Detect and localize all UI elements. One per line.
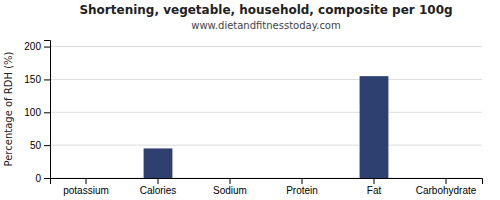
subtitle: www.dietandfitnesstoday.com xyxy=(191,20,340,31)
y-tick-label: 200 xyxy=(24,41,41,52)
y-axis-line xyxy=(44,41,51,179)
x-axis-line xyxy=(51,179,483,185)
x-tick: Calories xyxy=(140,178,177,196)
plot-area: 0 50 100 150 200 potassium Calories Sodium Prote… xyxy=(24,41,482,197)
bar xyxy=(288,178,317,179)
y-tick-label: 50 xyxy=(30,140,42,151)
grid-line xyxy=(50,145,482,146)
x-tick-label: potassium xyxy=(63,185,109,196)
x-tick-label: Carbohydrate xyxy=(416,185,477,196)
grid-line xyxy=(50,112,482,113)
y-tick: 150 xyxy=(24,74,50,85)
x-tick-label: Protein xyxy=(286,185,318,196)
y-axis-title: Percentage of RDH (%) xyxy=(3,51,14,166)
y-axis: 0 50 100 150 200 xyxy=(24,41,50,184)
chart-container: Shortening, vegetable, household, compos… xyxy=(0,0,500,200)
x-tick: Fat xyxy=(367,178,382,196)
bar xyxy=(360,76,389,178)
x-tick: Protein xyxy=(286,178,318,196)
y-tick: 100 xyxy=(24,107,50,118)
title: Shortening, vegetable, household, compos… xyxy=(79,3,452,17)
y-tick-label: 0 xyxy=(35,173,41,184)
y-tick: 50 xyxy=(30,140,50,151)
y-tick-mark xyxy=(44,178,50,179)
chart-svg: Shortening, vegetable, household, compos… xyxy=(0,0,500,200)
grid xyxy=(50,47,482,178)
x-tick-mark xyxy=(446,178,447,184)
x-tick: Carbohydrate xyxy=(416,178,477,196)
x-axis: potassium Calories Sodium Protein Fat Carbohy… xyxy=(51,178,483,196)
x-tick-label: Fat xyxy=(367,185,382,196)
y-tick-mark xyxy=(44,145,50,146)
y-tick-label: 150 xyxy=(24,74,41,85)
x-tick: Sodium xyxy=(213,178,247,196)
x-tick-mark xyxy=(230,178,231,184)
bar xyxy=(144,148,173,178)
x-tick: potassium xyxy=(63,178,109,196)
grid-line xyxy=(50,46,482,47)
y-tick-label: 100 xyxy=(24,107,41,118)
bar xyxy=(216,178,245,179)
x-tick-label: Sodium xyxy=(213,185,247,196)
x-tick-label: Calories xyxy=(140,185,177,196)
y-tick-mark xyxy=(44,47,50,48)
y-tick: 0 xyxy=(35,173,50,184)
x-tick-mark xyxy=(374,178,375,184)
bar xyxy=(72,178,101,179)
y-tick-mark xyxy=(44,79,50,80)
bars xyxy=(144,76,389,178)
x-tick-mark xyxy=(86,178,87,184)
y-tick: 200 xyxy=(24,41,50,52)
x-tick-mark xyxy=(158,178,159,184)
x-tick-mark xyxy=(302,178,303,184)
y-tick-mark xyxy=(44,112,50,113)
bar xyxy=(432,178,461,179)
grid-line xyxy=(50,79,482,80)
